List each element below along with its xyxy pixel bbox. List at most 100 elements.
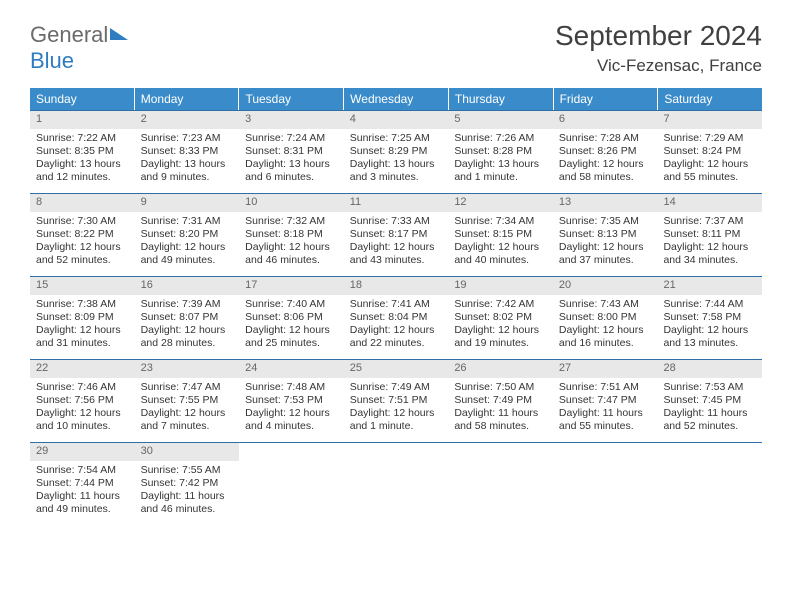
daylight-text: Daylight: 12 hours and 46 minutes. — [239, 241, 344, 267]
day-cell: 30Sunrise: 7:55 AMSunset: 7:42 PMDayligh… — [135, 443, 240, 525]
day-cell — [448, 443, 553, 525]
brand-logo: General Blue — [30, 22, 128, 74]
day-cell: 23Sunrise: 7:47 AMSunset: 7:55 PMDayligh… — [135, 360, 240, 442]
sunrise-text: Sunrise: 7:42 AM — [448, 298, 553, 311]
day-header-row: Sunday Monday Tuesday Wednesday Thursday… — [30, 88, 762, 110]
day-number: 8 — [30, 194, 135, 212]
sunrise-text: Sunrise: 7:22 AM — [30, 132, 135, 145]
sunset-text: Sunset: 8:15 PM — [448, 228, 553, 241]
sunrise-text: Sunrise: 7:40 AM — [239, 298, 344, 311]
day-cell: 21Sunrise: 7:44 AMSunset: 7:58 PMDayligh… — [657, 277, 762, 359]
daylight-text: Daylight: 12 hours and 25 minutes. — [239, 324, 344, 350]
sunset-text: Sunset: 7:58 PM — [657, 311, 762, 324]
daylight-text: Daylight: 13 hours and 6 minutes. — [239, 158, 344, 184]
sunset-text: Sunset: 7:53 PM — [239, 394, 344, 407]
sunset-text: Sunset: 8:26 PM — [553, 145, 658, 158]
day-cell: 24Sunrise: 7:48 AMSunset: 7:53 PMDayligh… — [239, 360, 344, 442]
daylight-text: Daylight: 11 hours and 52 minutes. — [657, 407, 762, 433]
sunrise-text: Sunrise: 7:33 AM — [344, 215, 449, 228]
daylight-text: Daylight: 12 hours and 31 minutes. — [30, 324, 135, 350]
daylight-text: Daylight: 12 hours and 49 minutes. — [135, 241, 240, 267]
day-cell: 11Sunrise: 7:33 AMSunset: 8:17 PMDayligh… — [344, 194, 449, 276]
week-row: 29Sunrise: 7:54 AMSunset: 7:44 PMDayligh… — [30, 442, 762, 525]
day-cell: 12Sunrise: 7:34 AMSunset: 8:15 PMDayligh… — [448, 194, 553, 276]
sunset-text: Sunset: 8:18 PM — [239, 228, 344, 241]
sunset-text: Sunset: 8:20 PM — [135, 228, 240, 241]
sunrise-text: Sunrise: 7:55 AM — [135, 464, 240, 477]
week-row: 15Sunrise: 7:38 AMSunset: 8:09 PMDayligh… — [30, 276, 762, 359]
sunrise-text: Sunrise: 7:25 AM — [344, 132, 449, 145]
day-number: 13 — [553, 194, 658, 212]
day-cell: 15Sunrise: 7:38 AMSunset: 8:09 PMDayligh… — [30, 277, 135, 359]
sunset-text: Sunset: 8:29 PM — [344, 145, 449, 158]
sunset-text: Sunset: 7:55 PM — [135, 394, 240, 407]
day-cell: 25Sunrise: 7:49 AMSunset: 7:51 PMDayligh… — [344, 360, 449, 442]
daylight-text: Daylight: 13 hours and 9 minutes. — [135, 158, 240, 184]
day-cell: 20Sunrise: 7:43 AMSunset: 8:00 PMDayligh… — [553, 277, 658, 359]
sunrise-text: Sunrise: 7:47 AM — [135, 381, 240, 394]
day-number: 19 — [448, 277, 553, 295]
day-cell — [553, 443, 658, 525]
sunrise-text: Sunrise: 7:26 AM — [448, 132, 553, 145]
sunrise-text: Sunrise: 7:39 AM — [135, 298, 240, 311]
daylight-text: Daylight: 12 hours and 52 minutes. — [30, 241, 135, 267]
sunset-text: Sunset: 8:35 PM — [30, 145, 135, 158]
day-number: 26 — [448, 360, 553, 378]
day-number: 29 — [30, 443, 135, 461]
day-header: Wednesday — [344, 88, 449, 110]
week-row: 1Sunrise: 7:22 AMSunset: 8:35 PMDaylight… — [30, 110, 762, 193]
day-cell — [657, 443, 762, 525]
daylight-text: Daylight: 12 hours and 4 minutes. — [239, 407, 344, 433]
sunrise-text: Sunrise: 7:30 AM — [30, 215, 135, 228]
daylight-text: Daylight: 11 hours and 55 minutes. — [553, 407, 658, 433]
day-header: Monday — [135, 88, 240, 110]
daylight-text: Daylight: 13 hours and 3 minutes. — [344, 158, 449, 184]
sunset-text: Sunset: 7:51 PM — [344, 394, 449, 407]
day-cell: 14Sunrise: 7:37 AMSunset: 8:11 PMDayligh… — [657, 194, 762, 276]
day-number: 15 — [30, 277, 135, 295]
day-header: Sunday — [30, 88, 135, 110]
day-cell: 13Sunrise: 7:35 AMSunset: 8:13 PMDayligh… — [553, 194, 658, 276]
day-header: Thursday — [449, 88, 554, 110]
sunrise-text: Sunrise: 7:29 AM — [657, 132, 762, 145]
daylight-text: Daylight: 12 hours and 22 minutes. — [344, 324, 449, 350]
daylight-text: Daylight: 12 hours and 10 minutes. — [30, 407, 135, 433]
sunset-text: Sunset: 8:07 PM — [135, 311, 240, 324]
sunrise-text: Sunrise: 7:41 AM — [344, 298, 449, 311]
sunset-text: Sunset: 8:04 PM — [344, 311, 449, 324]
sunrise-text: Sunrise: 7:43 AM — [553, 298, 658, 311]
sunrise-text: Sunrise: 7:49 AM — [344, 381, 449, 394]
day-number: 21 — [657, 277, 762, 295]
day-cell: 17Sunrise: 7:40 AMSunset: 8:06 PMDayligh… — [239, 277, 344, 359]
sunset-text: Sunset: 7:56 PM — [30, 394, 135, 407]
brand-part1: General — [30, 22, 108, 47]
sunset-text: Sunset: 8:09 PM — [30, 311, 135, 324]
sunset-text: Sunset: 8:13 PM — [553, 228, 658, 241]
day-number: 3 — [239, 111, 344, 129]
sunset-text: Sunset: 7:47 PM — [553, 394, 658, 407]
sunset-text: Sunset: 8:31 PM — [239, 145, 344, 158]
day-number: 10 — [239, 194, 344, 212]
sunrise-text: Sunrise: 7:46 AM — [30, 381, 135, 394]
day-cell — [239, 443, 344, 525]
day-number: 9 — [135, 194, 240, 212]
day-number: 24 — [239, 360, 344, 378]
day-number: 11 — [344, 194, 449, 212]
daylight-text: Daylight: 12 hours and 40 minutes. — [448, 241, 553, 267]
day-cell: 10 Sunrise: 7:32 AMSunset: 8:18 PMDayligh… — [239, 194, 344, 276]
day-number: 23 — [135, 360, 240, 378]
sunset-text: Sunset: 8:06 PM — [239, 311, 344, 324]
sunset-text: Sunset: 8:17 PM — [344, 228, 449, 241]
daylight-text: Daylight: 11 hours and 46 minutes. — [135, 490, 240, 516]
daylight-text: Daylight: 12 hours and 58 minutes. — [553, 158, 658, 184]
sunrise-text: Sunrise: 7:31 AM — [135, 215, 240, 228]
sunset-text: Sunset: 8:11 PM — [657, 228, 762, 241]
day-cell: 27Sunrise: 7:51 AMSunset: 7:47 PMDayligh… — [553, 360, 658, 442]
daylight-text: Daylight: 13 hours and 1 minute. — [448, 158, 553, 184]
sunrise-text: Sunrise: 7:32 AM — [239, 215, 344, 228]
calendar-grid: Sunday Monday Tuesday Wednesday Thursday… — [30, 88, 762, 525]
day-cell: 26Sunrise: 7:50 AMSunset: 7:49 PMDayligh… — [448, 360, 553, 442]
day-number: 22 — [30, 360, 135, 378]
daylight-text: Daylight: 12 hours and 34 minutes. — [657, 241, 762, 267]
brand-triangle-icon — [110, 28, 128, 40]
